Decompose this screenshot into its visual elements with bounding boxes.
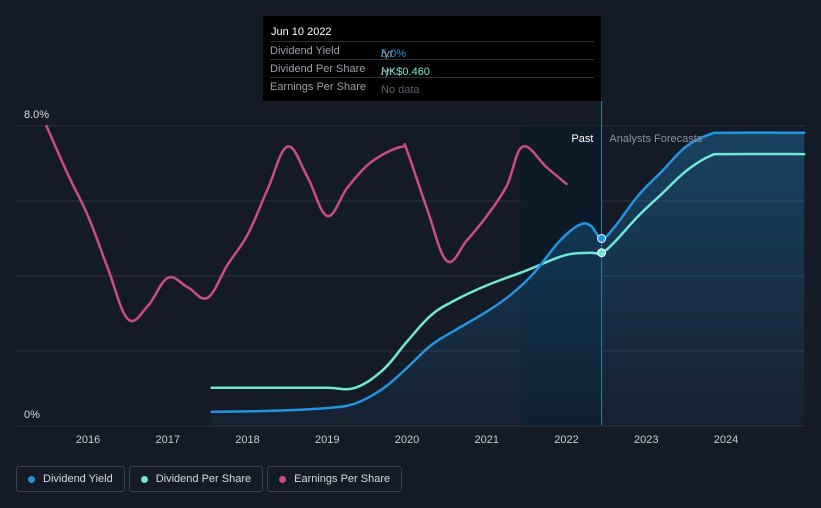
legend: Dividend Yield Dividend Per Share Earnin… <box>16 466 403 492</box>
x-tick-label: 2018 <box>235 434 259 446</box>
highlight-point <box>597 234 607 243</box>
tooltip-value-unit: /yr <box>381 48 394 60</box>
tooltip-value-number: No data <box>381 84 420 96</box>
x-tick-label: 2016 <box>76 434 100 446</box>
legend-dot-icon <box>28 475 35 483</box>
x-tick-label: 2022 <box>554 434 578 446</box>
legend-earnings-per-share[interactable]: Earnings Per Share <box>267 466 403 492</box>
tooltip-value-number: 5.0% <box>381 48 407 60</box>
series-line-dividend-per-share <box>210 152 806 391</box>
tooltip-value-unit: /yr <box>381 66 394 78</box>
legend-dot-icon <box>140 475 148 483</box>
past-label: Past <box>571 133 593 145</box>
y-axis-top-label: 8.0% <box>24 109 49 121</box>
tooltip-value-number: HK$0.460 <box>381 66 430 78</box>
legend-dividend-yield[interactable]: Dividend Yield <box>16 466 125 492</box>
analysts-forecasts-label: Analysts Forecasts <box>609 133 702 145</box>
highlight-point <box>597 248 607 258</box>
x-tick-label: 2020 <box>395 434 419 446</box>
x-tick-label: 2021 <box>475 434 499 446</box>
legend-label: Dividend Yield <box>43 473 113 485</box>
tooltip-row-dividend-yield: Dividend Yield 5.0% /yr <box>270 41 594 60</box>
tooltip-label: Dividend Per Share <box>270 63 366 75</box>
x-tick-label: 2023 <box>634 434 658 446</box>
x-tick-label: 2019 <box>315 434 339 446</box>
tooltip-label: Dividend Yield <box>270 45 340 57</box>
x-tick-label: 2024 <box>714 434 738 446</box>
legend-dividend-per-share[interactable]: Dividend Per Share <box>128 466 264 492</box>
legend-dot-icon <box>279 475 287 483</box>
legend-label: Earnings Per Share <box>294 473 391 485</box>
dividend-yield-area <box>211 132 805 426</box>
series-line-dividend-yield <box>210 131 806 414</box>
series-line-earnings-per-share <box>45 124 568 323</box>
tooltip: Jun 10 2022 Dividend Yield 5.0% /yr Divi… <box>263 16 601 101</box>
y-axis-bottom-label: 0% <box>24 409 40 421</box>
marker-layer <box>597 234 607 258</box>
series-layer <box>45 124 806 414</box>
tooltip-row-earnings-per-share: Earnings Per Share No data <box>270 77 594 96</box>
tooltip-row-dividend-per-share: Dividend Per Share HK$0.460 /yr <box>270 59 594 78</box>
dividend-chart: Past Analysts Forecasts 8.0% 0% 2016 2017… <box>16 101 806 446</box>
x-axis: 2016 2017 2018 2019 2020 2021 2022 2023 2024 <box>16 425 805 446</box>
tooltip-label: Earnings Per Share <box>270 81 366 93</box>
legend-label: Dividend Per Share <box>155 473 252 485</box>
tooltip-date: Jun 10 2022 <box>271 26 332 38</box>
x-tick-label: 2017 <box>156 434 180 446</box>
